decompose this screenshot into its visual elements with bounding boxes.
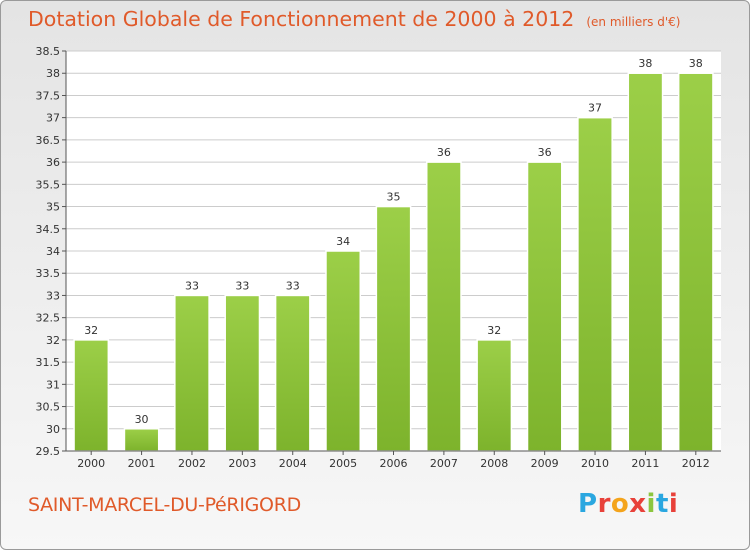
bar-2000[interactable] <box>73 339 110 452</box>
bar-value-label: 38 <box>689 57 703 70</box>
logo-letter: i <box>646 489 656 519</box>
chart-title: Dotation Globale de Fonctionnement de 20… <box>28 7 680 31</box>
x-tick-label: 2005 <box>329 457 357 470</box>
x-tick-label: 2004 <box>279 457 307 470</box>
logo-letter: i <box>668 489 679 519</box>
y-tick-label: 34.5 <box>36 223 61 236</box>
x-tick-label: 2002 <box>178 457 206 470</box>
y-tick-label: 30 <box>46 423 60 436</box>
bar-2001[interactable] <box>123 428 160 452</box>
bar-2009[interactable] <box>526 161 563 452</box>
bar-2007[interactable] <box>426 161 462 452</box>
y-tick-label: 38.5 <box>36 45 61 58</box>
bar-value-label: 35 <box>387 191 401 204</box>
bar-2006[interactable] <box>375 205 412 452</box>
bar-value-label: 36 <box>437 146 451 159</box>
bar-value-label: 36 <box>538 146 552 159</box>
bar-value-label: 30 <box>135 413 149 426</box>
bar-2002[interactable] <box>174 294 210 452</box>
x-tick-label: 2011 <box>631 457 659 470</box>
bar-2010[interactable] <box>577 116 613 452</box>
y-tick-label: 32 <box>46 334 60 347</box>
y-tick-label: 31 <box>46 378 60 391</box>
x-tick-label: 2000 <box>77 457 105 470</box>
bar-2003[interactable] <box>224 294 261 452</box>
y-tick-label: 33.5 <box>36 267 61 280</box>
axes: 29.5 30 30.5 31 31.5 32 32.5 33 33.5 34 34.5 35 35.5… <box>36 45 721 470</box>
y-tick-label: 36.5 <box>36 134 61 147</box>
bar-value-label: 37 <box>588 102 602 115</box>
y-tick-label: 35.5 <box>36 178 61 191</box>
bar-2004[interactable] <box>274 294 311 452</box>
bar-value-label: 33 <box>185 279 199 292</box>
bar-value-label: 33 <box>235 279 249 292</box>
x-tick-label: 2001 <box>128 457 156 470</box>
y-tick-label: 32.5 <box>36 312 61 325</box>
commune-name: SAINT-MARCEL-DU-PéRIGORD <box>28 494 301 516</box>
y-tick-label: 35 <box>46 201 60 214</box>
x-tick-label: 2007 <box>430 457 458 470</box>
y-tick-label: 36 <box>46 156 60 169</box>
bar-value-label: 34 <box>336 235 350 248</box>
y-tick-label: 38 <box>46 67 60 80</box>
y-tick-label: 30.5 <box>36 401 61 414</box>
chart-title-text: Dotation Globale de Fonctionnement de 20… <box>28 7 575 31</box>
logo-letter: x <box>629 489 647 519</box>
x-tick-label: 2009 <box>531 457 559 470</box>
x-tick-label: 2006 <box>380 457 408 470</box>
y-tick-label: 29.5 <box>36 445 61 458</box>
bar-value-label: 32 <box>84 324 98 337</box>
proxiti-logo[interactable]: Proxiti <box>578 489 678 519</box>
bar-value-label: 32 <box>487 324 501 337</box>
logo-letter: t <box>655 489 669 519</box>
bar-2012[interactable] <box>677 72 714 452</box>
y-tick-label: 34 <box>46 245 60 258</box>
bar-value-label: 33 <box>286 279 300 292</box>
y-tick-label: 33 <box>46 289 60 302</box>
logo-letter: r <box>597 489 611 519</box>
chart-unit: (en milliers d'€) <box>586 15 681 29</box>
y-tick-label: 37 <box>46 112 60 125</box>
bar-2005[interactable] <box>325 250 361 452</box>
y-tick-label: 37.5 <box>36 89 61 102</box>
x-tick-label: 2012 <box>682 457 710 470</box>
x-tick-label: 2003 <box>228 457 256 470</box>
bar-value-label: 38 <box>638 57 652 70</box>
logo-letter: P <box>578 489 598 519</box>
logo-letter: o <box>610 489 630 519</box>
bar-2008[interactable] <box>476 339 513 452</box>
x-tick-label: 2010 <box>581 457 609 470</box>
y-tick-label: 31.5 <box>36 356 61 369</box>
bars: 32 30 33 33 33 34 35 36 32 36 37 38 38 <box>73 57 714 452</box>
bar-2011[interactable] <box>627 72 664 452</box>
x-tick-label: 2008 <box>480 457 508 470</box>
